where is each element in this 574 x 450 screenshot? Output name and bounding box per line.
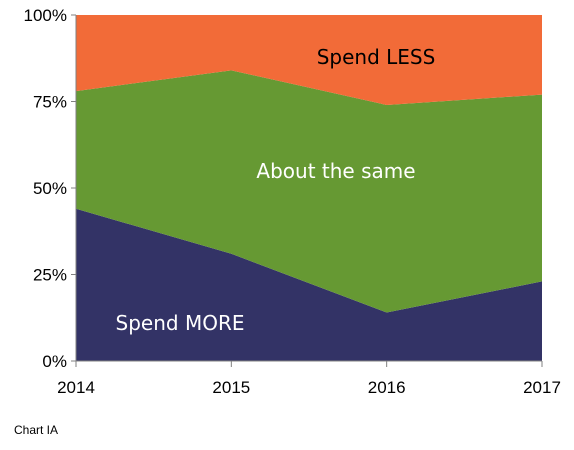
series-label-spend-less: Spend LESS [317,45,436,69]
y-tick-label: 75% [33,93,67,112]
area-about-the-same [76,70,542,313]
y-tick-label: 100% [24,6,67,25]
series-labels: Spend MORE About the same Spend LESS [116,45,436,335]
x-tick-label: 2014 [57,378,95,397]
series-label-about-the-same: About the same [256,159,415,183]
area-spend-less [76,15,542,105]
series-label-spend-more: Spend MORE [116,311,245,335]
chart-caption: Chart IA [14,423,59,437]
area-spend-more [76,208,542,361]
x-tick-label: 2016 [368,378,406,397]
x-axis-ticks: 2014 2015 2016 2017 [57,361,561,397]
x-tick-label: 2015 [212,378,250,397]
stacked-area-chart: 0% 25% 50% 75% 100% 2014 2015 2016 2017 Spend M… [24,6,561,397]
y-tick-label: 25% [33,266,67,285]
series-areas [76,15,542,361]
y-axis-ticks: 0% 25% 50% 75% 100% [24,6,76,371]
y-tick-label: 50% [33,179,67,198]
y-tick-label: 0% [42,352,67,371]
x-tick-label: 2017 [523,378,561,397]
